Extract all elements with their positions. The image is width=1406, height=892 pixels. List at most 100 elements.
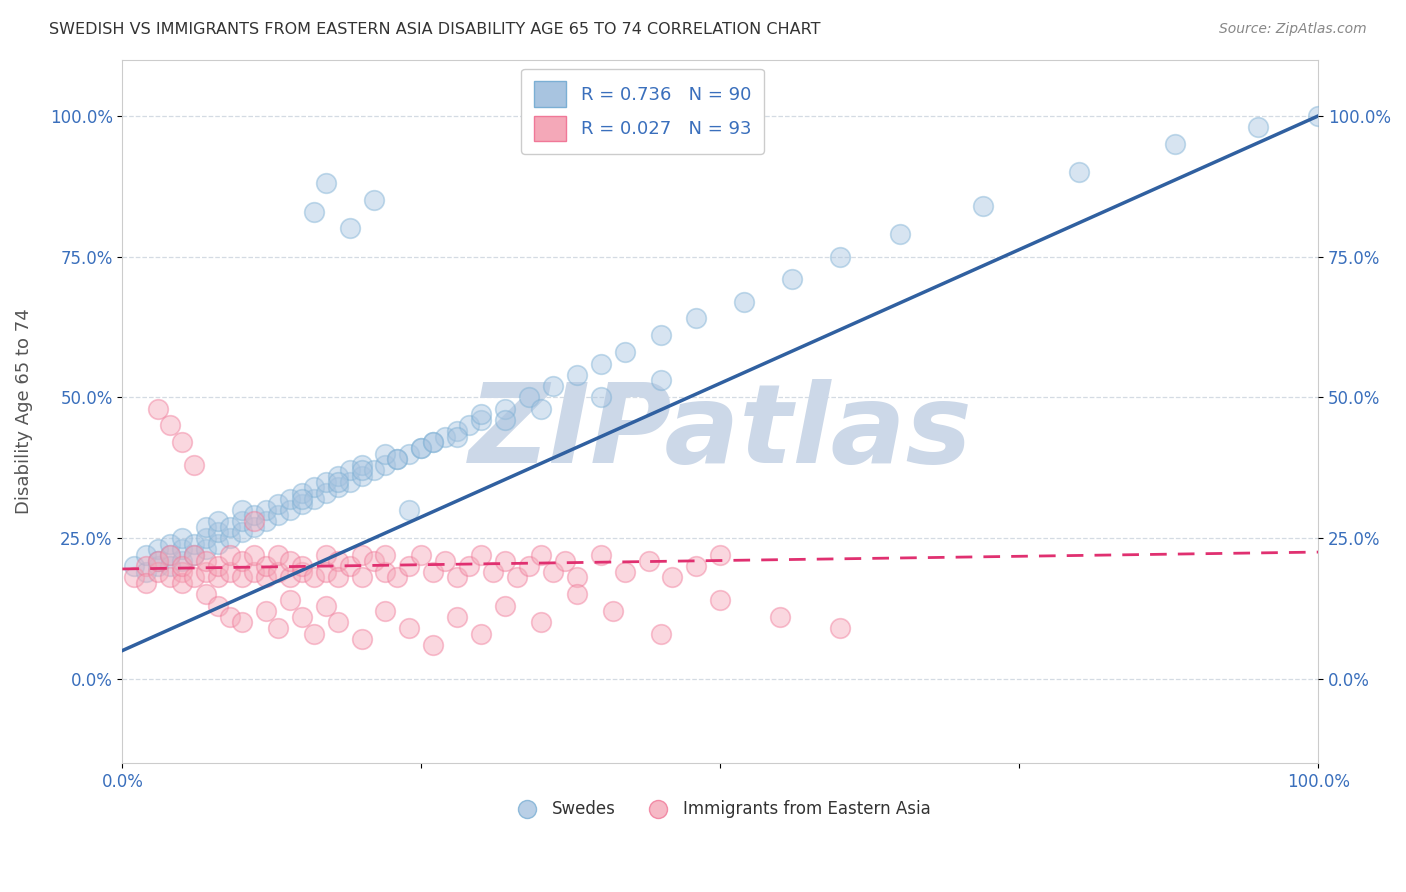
Point <box>315 475 337 489</box>
Point <box>231 514 253 528</box>
Point <box>254 514 277 528</box>
Point <box>254 503 277 517</box>
Point <box>326 553 349 567</box>
Point <box>685 559 707 574</box>
Point <box>172 565 194 579</box>
Point <box>733 294 755 309</box>
Point <box>315 548 337 562</box>
Point <box>387 452 409 467</box>
Point <box>446 609 468 624</box>
Point <box>243 548 266 562</box>
Point <box>494 553 516 567</box>
Point <box>769 609 792 624</box>
Point <box>1308 109 1330 123</box>
Point <box>183 548 205 562</box>
Point <box>565 587 588 601</box>
Point <box>517 390 540 404</box>
Point <box>458 559 481 574</box>
Point <box>183 548 205 562</box>
Point <box>589 548 612 562</box>
Point <box>231 525 253 540</box>
Point <box>374 446 396 460</box>
Point <box>172 531 194 545</box>
Point <box>350 469 373 483</box>
Point <box>363 463 385 477</box>
Point <box>315 599 337 613</box>
Point <box>231 570 253 584</box>
Point <box>183 570 205 584</box>
Point <box>219 565 242 579</box>
Point <box>207 599 229 613</box>
Point <box>422 638 444 652</box>
Point <box>135 576 157 591</box>
Point <box>434 430 457 444</box>
Point <box>411 548 433 562</box>
Point <box>207 570 229 584</box>
Point <box>254 559 277 574</box>
Point <box>470 626 492 640</box>
Point <box>219 548 242 562</box>
Point <box>159 559 181 574</box>
Point <box>291 497 314 511</box>
Point <box>148 553 170 567</box>
Point <box>254 570 277 584</box>
Point <box>302 491 325 506</box>
Point <box>517 559 540 574</box>
Y-axis label: Disability Age 65 to 74: Disability Age 65 to 74 <box>15 309 32 515</box>
Point <box>780 272 803 286</box>
Point <box>172 542 194 557</box>
Point <box>135 548 157 562</box>
Point <box>135 559 157 574</box>
Point <box>148 565 170 579</box>
Point <box>374 458 396 472</box>
Point <box>243 565 266 579</box>
Point <box>278 570 301 584</box>
Point <box>972 199 994 213</box>
Point <box>398 621 420 635</box>
Point <box>124 559 146 574</box>
Point <box>530 615 553 630</box>
Point <box>506 570 529 584</box>
Point <box>148 542 170 557</box>
Point <box>565 570 588 584</box>
Point <box>243 520 266 534</box>
Legend: Swedes, Immigrants from Eastern Asia: Swedes, Immigrants from Eastern Asia <box>503 794 936 825</box>
Point <box>637 553 659 567</box>
Text: Source: ZipAtlas.com: Source: ZipAtlas.com <box>1219 22 1367 37</box>
Point <box>339 559 361 574</box>
Point <box>470 548 492 562</box>
Point <box>159 418 181 433</box>
Point <box>387 452 409 467</box>
Point <box>159 570 181 584</box>
Point <box>267 497 290 511</box>
Point <box>326 469 349 483</box>
Point <box>291 559 314 574</box>
Point <box>219 520 242 534</box>
Point <box>1247 120 1270 135</box>
Point <box>709 593 731 607</box>
Point <box>172 553 194 567</box>
Point <box>195 542 218 557</box>
Point <box>374 548 396 562</box>
Point <box>589 390 612 404</box>
Point <box>339 475 361 489</box>
Point <box>172 576 194 591</box>
Point <box>446 430 468 444</box>
Point <box>398 559 420 574</box>
Point <box>159 548 181 562</box>
Point <box>589 357 612 371</box>
Text: SWEDISH VS IMMIGRANTS FROM EASTERN ASIA DISABILITY AGE 65 TO 74 CORRELATION CHAR: SWEDISH VS IMMIGRANTS FROM EASTERN ASIA … <box>49 22 821 37</box>
Point <box>172 559 194 574</box>
Point <box>458 418 481 433</box>
Point <box>135 565 157 579</box>
Point <box>422 435 444 450</box>
Point <box>291 565 314 579</box>
Point <box>350 632 373 647</box>
Point <box>315 486 337 500</box>
Point <box>291 491 314 506</box>
Point <box>195 531 218 545</box>
Point <box>243 508 266 523</box>
Point <box>889 227 911 241</box>
Point <box>398 503 420 517</box>
Point <box>339 463 361 477</box>
